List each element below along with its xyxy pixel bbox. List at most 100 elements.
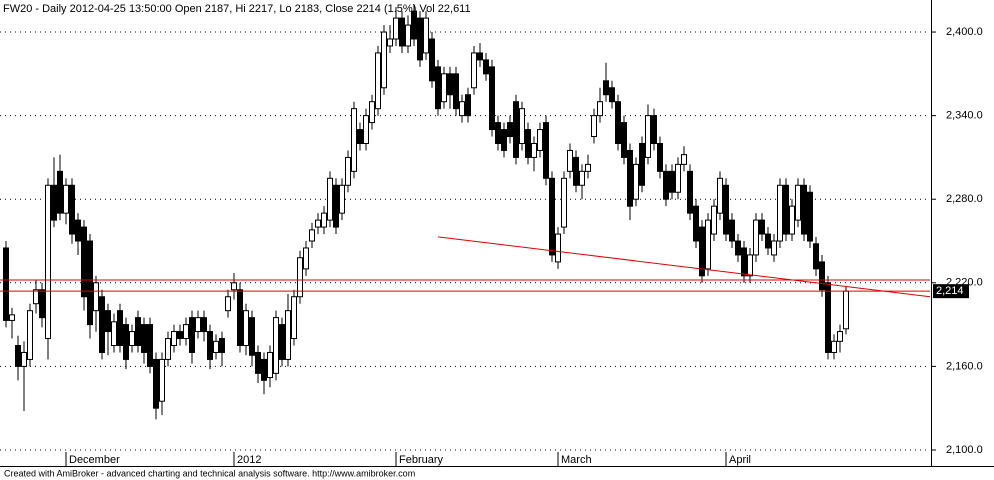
candle-body — [69, 184, 75, 235]
candle-body — [639, 142, 645, 186]
candle-body — [663, 170, 669, 200]
candle-body — [345, 156, 351, 186]
candle-body — [711, 205, 717, 235]
candle-body — [231, 282, 237, 291]
candle-body — [411, 10, 417, 40]
candle-body — [261, 358, 267, 381]
candle-body — [783, 184, 789, 235]
candle-body — [255, 351, 261, 374]
candle-body — [507, 122, 513, 138]
candle-body — [795, 184, 801, 221]
candle-body — [543, 122, 549, 179]
candle-body — [837, 331, 843, 342]
candle-body — [579, 170, 585, 186]
x-tick-label: March — [561, 454, 592, 466]
last-price-box — [933, 284, 969, 299]
candle-body — [75, 219, 81, 242]
candle-body — [549, 177, 555, 256]
candle-body — [327, 177, 333, 221]
x-tick-label: April — [729, 454, 751, 466]
candle-body — [687, 170, 693, 214]
candle-body — [27, 310, 33, 360]
candle-body — [459, 101, 465, 117]
candle-body — [483, 59, 489, 75]
candle-body — [51, 184, 57, 221]
candle-body — [699, 226, 705, 277]
y-tick-label: 2,280.0 — [946, 193, 983, 205]
candle-body — [441, 73, 447, 103]
candle-body — [789, 205, 795, 235]
candle-body — [405, 24, 411, 47]
candle-body — [321, 212, 327, 228]
candle-body — [63, 184, 69, 214]
candle-body — [249, 317, 255, 356]
candle-body — [585, 163, 591, 172]
y-tick-label: 2,340.0 — [946, 110, 983, 122]
candle-body — [309, 229, 315, 242]
candle-body — [15, 344, 21, 367]
candle-body — [555, 233, 561, 263]
candle-body — [399, 17, 405, 47]
candle-body — [675, 163, 681, 193]
candle-body — [651, 115, 657, 144]
candle-body — [225, 296, 231, 312]
trend-line — [437, 236, 931, 298]
candle-body — [771, 240, 777, 256]
candle-body — [669, 170, 675, 193]
candle-body — [339, 184, 345, 214]
last-price-label: 2,214 — [936, 285, 964, 297]
candle-body — [753, 219, 759, 256]
candle-body — [681, 154, 687, 165]
candle-body — [141, 324, 147, 353]
x-tick-label: February — [399, 454, 444, 466]
candle-body — [615, 101, 621, 144]
candle-body — [627, 149, 633, 207]
candle-body — [219, 338, 225, 353]
candle-body — [417, 17, 423, 61]
candle-body — [45, 184, 51, 340]
candle-body — [813, 243, 819, 270]
candle-body — [111, 321, 117, 346]
candle-body — [3, 247, 9, 321]
candle-body — [9, 314, 15, 321]
candle-body — [39, 289, 45, 319]
candle-body — [705, 219, 711, 270]
candle-body — [195, 317, 201, 333]
candle-body — [237, 289, 243, 346]
candle-body — [429, 38, 435, 82]
candle-body — [93, 282, 99, 312]
candle-body — [843, 290, 849, 330]
candle-body — [801, 184, 807, 235]
candle-body — [513, 101, 519, 158]
candle-body — [351, 108, 357, 172]
candle-body — [633, 163, 639, 200]
candle-body — [561, 177, 567, 228]
candle-body — [57, 170, 63, 214]
candle-body — [723, 184, 729, 235]
candle-body — [693, 205, 699, 242]
candle-body — [609, 87, 615, 103]
candle-body — [279, 324, 285, 360]
candle-body — [381, 31, 387, 89]
candle-body — [831, 340, 837, 353]
candle-body — [447, 73, 453, 96]
candle-body — [207, 331, 213, 360]
candle-body — [183, 324, 189, 340]
y-tick-label: 2,400.0 — [946, 26, 983, 38]
candle-body — [291, 296, 297, 340]
candle-body — [495, 122, 501, 144]
candle-body — [807, 191, 813, 242]
candle-body — [99, 296, 105, 353]
candle-body — [717, 177, 723, 214]
candle-body — [81, 226, 87, 298]
candle-body — [315, 219, 321, 228]
candle-body — [201, 317, 207, 333]
candle-body — [285, 310, 291, 360]
candle-body — [825, 282, 831, 353]
candle-body — [765, 233, 771, 249]
candle-body — [657, 142, 663, 172]
candle-body — [477, 52, 483, 61]
candle-body — [603, 80, 609, 96]
candle-body — [423, 17, 429, 54]
